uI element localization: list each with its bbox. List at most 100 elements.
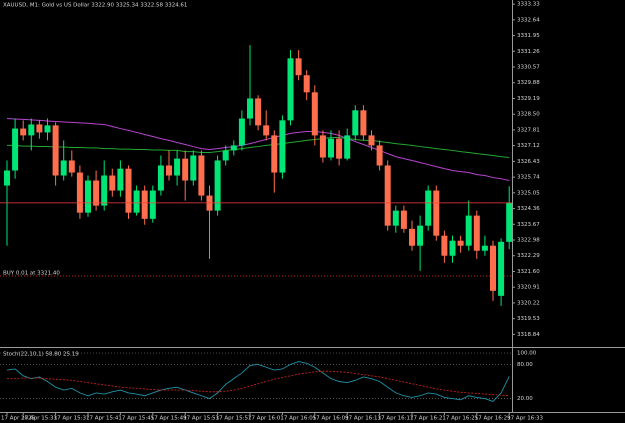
candle-body (376, 145, 383, 166)
y-tick-label: 3327.81 (517, 127, 540, 133)
candle-body (279, 120, 286, 173)
y-tick-label: 3327.12 (517, 143, 540, 149)
candle-body (360, 110, 367, 136)
candle-body (465, 215, 472, 246)
candle-body (4, 170, 10, 186)
x-tick-label: 17 Apr 15:57 (216, 416, 252, 422)
y-tick-label: 3324.36 (517, 206, 540, 212)
candle-body (101, 175, 108, 206)
candle-body (68, 160, 75, 173)
candle-body (433, 190, 440, 236)
x-tick-label: 17 Apr 15:41 (86, 416, 122, 422)
candle-body (295, 58, 302, 76)
candle-body (473, 215, 480, 251)
stochastic-line (6, 361, 510, 402)
x-tick-label: 17 Apr 15:53 (183, 416, 219, 422)
y-tick-label: 3322.29 (517, 253, 540, 259)
x-tick-label: 17 Apr 15:37 (54, 416, 90, 422)
x-tick-label: 17 Apr 16:09 (313, 416, 349, 422)
x-tick-label: 17 Apr 16:33 (507, 416, 543, 422)
candle-body (60, 160, 67, 176)
candle-body (368, 135, 375, 146)
y-tick-label: 3332.64 (517, 17, 540, 23)
stochastic-line (7, 370, 510, 397)
candle-body (255, 98, 262, 126)
candle-body (303, 75, 310, 93)
x-tick-label: 17 Apr 16:01 (248, 416, 284, 422)
candle-body (52, 125, 59, 176)
candle-body (400, 210, 407, 229)
candle-body (36, 124, 43, 133)
candle-body (166, 165, 172, 176)
candle-body (344, 135, 351, 159)
candle-body (287, 58, 294, 121)
y-tick-label: 3325.74 (517, 175, 540, 181)
candle-body (409, 228, 415, 246)
moving-average (7, 136, 510, 158)
candle-body (133, 190, 140, 213)
candle-body (352, 110, 359, 136)
candle-body (198, 155, 205, 196)
x-tick-label: 17 Apr 16:25 (442, 416, 478, 422)
candle-body (449, 240, 456, 256)
y-tick-label: 3321.60 (517, 269, 540, 275)
candle-body (174, 158, 181, 176)
y-tick-label: 3320.22 (517, 300, 540, 306)
candle-body (490, 245, 496, 291)
candle-body (319, 135, 326, 158)
y-tick-label: 3326.43 (517, 159, 540, 165)
candle-body (190, 155, 197, 181)
candle-body (392, 210, 399, 226)
candle-body (12, 128, 19, 171)
x-tick-label: 17 Apr 15:33 (21, 416, 57, 422)
candle-body (457, 240, 464, 246)
candle-body (247, 98, 253, 119)
candle-body (498, 241, 505, 296)
x-tick-label: 17 Apr 16:17 (378, 416, 414, 422)
candle-body (76, 172, 83, 213)
y-tick-label: 3323.67 (517, 222, 540, 228)
moving-average (6, 118, 510, 182)
candle-body (117, 168, 124, 191)
candle-body (109, 175, 116, 191)
y-tick-label: 3322.98 (517, 238, 540, 244)
candle-body (417, 225, 424, 246)
y-tick-label: 3329.88 (517, 80, 540, 86)
x-tick-label: 17 Apr 15:45 (118, 416, 154, 422)
y-tick-label: 3319.53 (517, 316, 540, 322)
candle-body (311, 92, 318, 136)
y-tick-label: 80.00 (517, 362, 533, 368)
chart-header: XAUUSD, M1: Gold vs US Dollar 3322.90 33… (3, 3, 187, 9)
candle-body (441, 235, 448, 256)
y-tick-label: 3318.84 (517, 332, 540, 338)
candle-body (222, 150, 229, 161)
candle-body (20, 128, 27, 136)
indicator-header: Stoch(22,10,1) 58.80 25.19 (3, 352, 79, 358)
candle-body (214, 160, 221, 211)
candle-body (149, 190, 156, 219)
candle-body (336, 138, 343, 159)
candle-body (506, 202, 513, 242)
candle-body (44, 125, 51, 133)
x-tick-label: 17 Apr 16:13 (345, 416, 381, 422)
candle-body (271, 135, 278, 173)
candle-body (263, 125, 270, 136)
candle-body (93, 180, 100, 206)
y-tick-label: 3328.50 (517, 112, 540, 118)
y-tick-label: 3330.57 (517, 65, 540, 71)
candle-body (328, 138, 334, 158)
y-tick-label: 3325.05 (517, 190, 540, 196)
y-tick-label: 3333.33 (517, 2, 540, 8)
candle-body (141, 190, 148, 219)
candle-body (182, 158, 189, 181)
order-label: BUY 0.01 at 3321.40 (3, 271, 60, 277)
x-tick-label: 17 Apr 2025 (1, 416, 36, 422)
x-tick-label: 17 Apr 16:21 (410, 416, 446, 422)
y-tick-label: 3329.19 (517, 96, 540, 102)
x-tick-label: 17 Apr 16:05 (280, 416, 316, 422)
y-tick-label: 3331.95 (517, 33, 540, 39)
y-tick-label: 20.00 (517, 396, 533, 402)
y-tick-label: 100.00 (517, 351, 537, 357)
